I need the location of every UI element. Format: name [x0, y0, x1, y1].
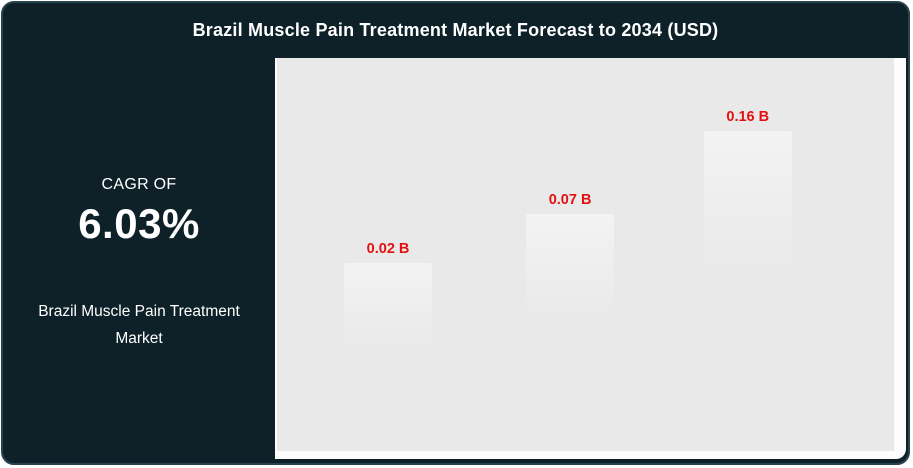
chart-panel: 0.02 B 0.07 B 0.16 B: [275, 58, 906, 459]
market-name: Brazil Muscle Pain Treatment Market: [38, 303, 240, 347]
plot-area: 0.02 B 0.07 B 0.16 B: [277, 58, 894, 451]
bar-2: [526, 214, 615, 451]
cagr-value: 6.03%: [78, 200, 200, 247]
data-label-2: 0.07 B: [548, 192, 592, 209]
data-label-3: 0.16 B: [726, 109, 770, 126]
data-label-1: 0.02 B: [366, 241, 410, 258]
title-banner: Brazil Muscle Pain Treatment Market Fore…: [3, 3, 908, 58]
chart-title: Brazil Muscle Pain Treatment Market Fore…: [192, 20, 719, 40]
bar-3: [703, 131, 792, 451]
cagr-sidebar: CAGR OF 6.03% Brazil Muscle Pain Treatme…: [3, 58, 275, 463]
bar-1: [344, 263, 433, 451]
cagr-label: CAGR OF: [101, 176, 177, 193]
